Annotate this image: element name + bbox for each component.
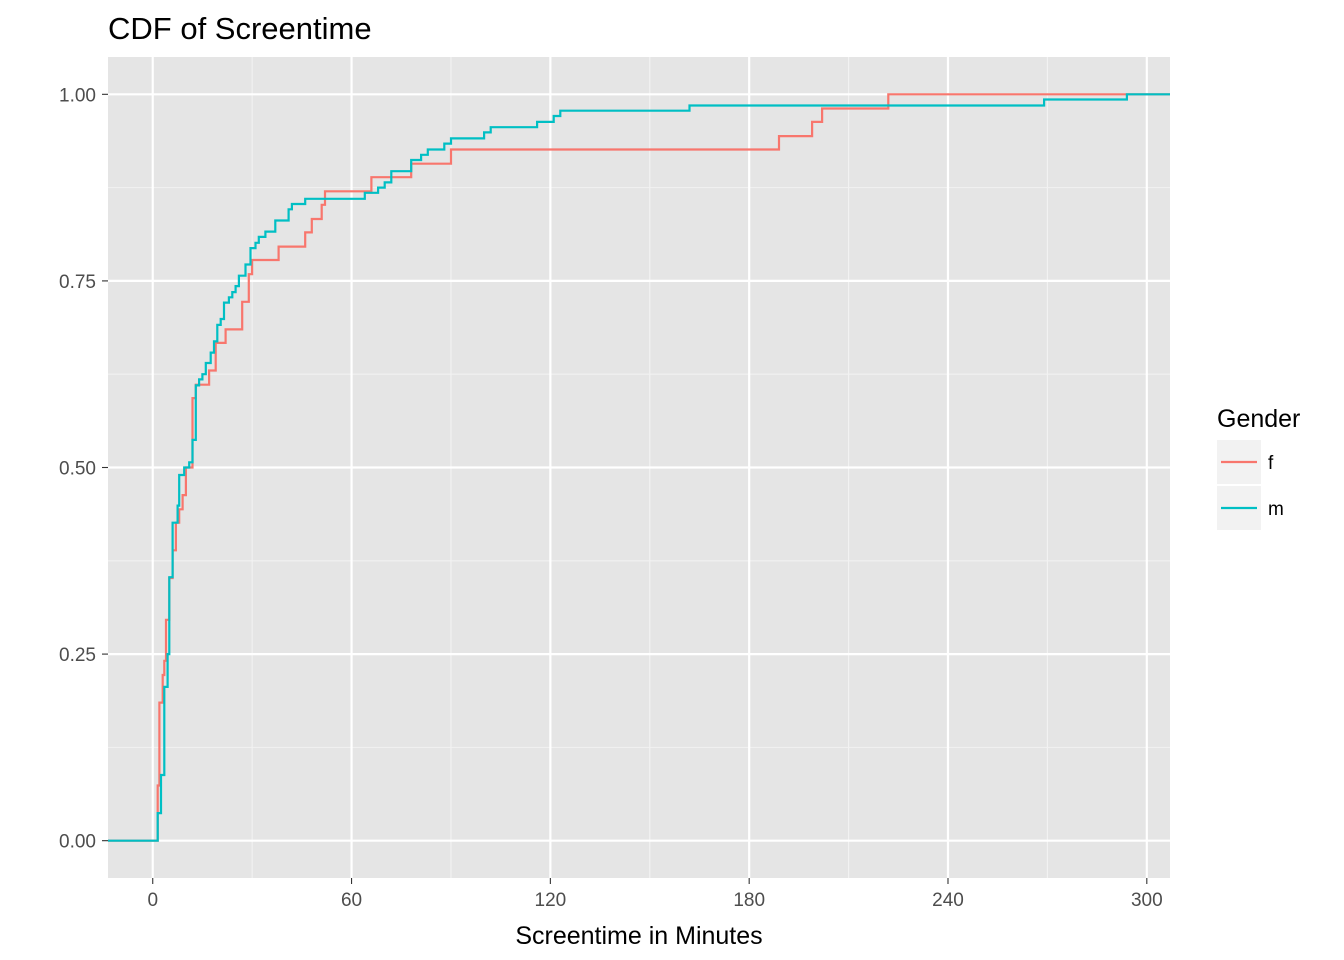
x-tick-label: 300: [1131, 890, 1163, 911]
y-tick-label: 0.75: [59, 272, 96, 293]
legend-label-f: f: [1268, 453, 1274, 474]
legend: Gender fm: [1217, 405, 1300, 530]
series-line-f: [108, 93, 1170, 842]
legend-title: Gender: [1217, 405, 1300, 433]
x-tick-label: 180: [733, 890, 765, 911]
y-tick-label: 0.00: [59, 832, 96, 853]
y-tick-label: 0.50: [59, 459, 96, 480]
x-axis-ticks: 0 60 120 180 240 300: [147, 878, 1163, 911]
x-tick-label: 60: [341, 890, 362, 911]
y-axis-ticks: 0.00 0.25 0.50 0.75 1.00: [59, 85, 108, 853]
chart-title: CDF of Screentime: [108, 11, 372, 46]
legend-label-m: m: [1268, 499, 1284, 520]
x-tick-label: 240: [932, 890, 964, 911]
series-line-m: [108, 93, 1170, 842]
y-tick-label: 1.00: [59, 85, 96, 106]
y-tick-label: 0.25: [59, 645, 96, 666]
x-axis-title: Screentime in Minutes: [515, 922, 762, 950]
series-lines: [108, 93, 1170, 842]
x-tick-label: 0: [147, 890, 158, 911]
legend-items: fm: [1217, 440, 1284, 530]
x-tick-label: 120: [535, 890, 567, 911]
